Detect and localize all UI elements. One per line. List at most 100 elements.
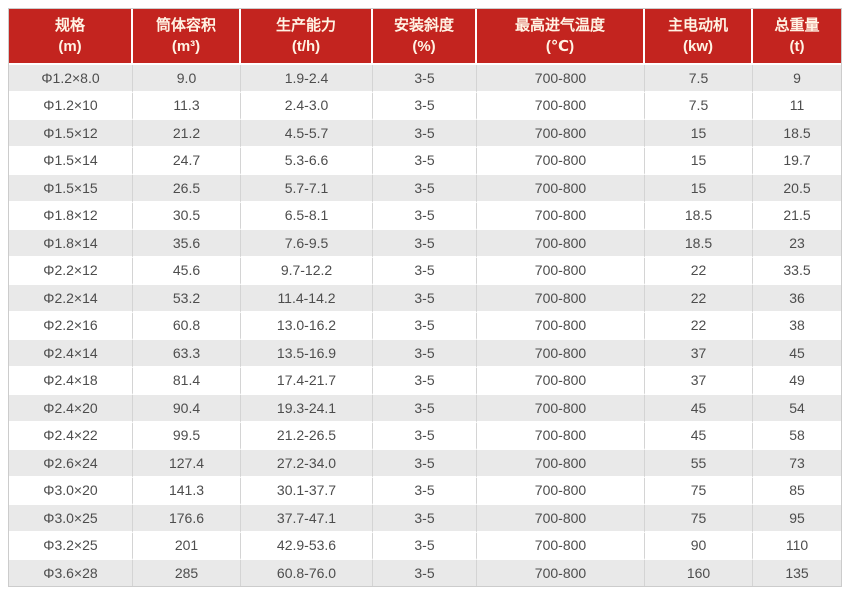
table-cell: 37 xyxy=(645,340,753,368)
table-cell: 3-5 xyxy=(373,147,477,175)
table-cell: 27.2-34.0 xyxy=(241,450,373,478)
table-cell: 36 xyxy=(753,285,841,313)
column-unit: (t) xyxy=(789,38,805,55)
table-cell: 700-800 xyxy=(477,367,645,395)
spec-model-cell: Φ2.6×24 xyxy=(9,450,133,478)
column-unit: (m) xyxy=(58,38,82,55)
table-cell: 49 xyxy=(753,367,841,395)
table-row: Φ2.4×18 81.4 17.4-21.7 3-5 700-800 37 49 xyxy=(9,367,841,395)
table-cell: 7.6-9.5 xyxy=(241,230,373,258)
table-cell: 3-5 xyxy=(373,65,477,93)
table-cell: 53.2 xyxy=(133,285,241,313)
table-row: Φ3.2×25 201 42.9-53.6 3-5 700-800 90 110 xyxy=(9,532,841,560)
table-cell: 60.8-76.0 xyxy=(241,560,373,586)
table-cell: 700-800 xyxy=(477,340,645,368)
spec-model-cell: Φ2.4×20 xyxy=(9,395,133,423)
column-title: 最高进气温度 xyxy=(514,17,605,34)
table-cell: 37.7-47.1 xyxy=(241,505,373,533)
table-cell: 45 xyxy=(645,422,753,450)
table-cell: 26.5 xyxy=(133,175,241,203)
table-cell: 55 xyxy=(645,450,753,478)
table-cell: 20.5 xyxy=(753,175,841,203)
spec-model-cell: Φ2.2×12 xyxy=(9,257,133,285)
table-cell: 3-5 xyxy=(373,340,477,368)
table-cell: 2.4-3.0 xyxy=(241,92,373,120)
table-cell: 33.5 xyxy=(753,257,841,285)
table-cell: 15 xyxy=(645,147,753,175)
table-cell: 700-800 xyxy=(477,450,645,478)
table-cell: 90.4 xyxy=(133,395,241,423)
spec-model-cell: Φ1.5×14 xyxy=(9,147,133,175)
table-row: Φ3.6×28 285 60.8-76.0 3-5 700-800 160 135 xyxy=(9,560,841,586)
table-row: Φ2.2×16 60.8 13.0-16.2 3-5 700-800 22 38 xyxy=(9,312,841,340)
table-cell: 35.6 xyxy=(133,230,241,258)
table-cell: 285 xyxy=(133,560,241,586)
spec-model-cell: Φ2.4×22 xyxy=(9,422,133,450)
header-row: 规格 (m) 筒体容积 (m³) 生产能力 (t/h) 安装斜度 (%) 最高进气温度 (℃) 主电… xyxy=(9,9,841,65)
table-cell: 75 xyxy=(645,477,753,505)
table-row: Φ2.4×20 90.4 19.3-24.1 3-5 700-800 45 54 xyxy=(9,395,841,423)
table-cell: 3-5 xyxy=(373,312,477,340)
table-cell: 1.9-2.4 xyxy=(241,65,373,93)
column-header: 最高进气温度 (℃) xyxy=(477,9,645,65)
column-unit: (℃) xyxy=(545,38,575,55)
table-row: Φ1.8×14 35.6 7.6-9.5 3-5 700-800 18.5 23 xyxy=(9,230,841,258)
table-cell: 95 xyxy=(753,505,841,533)
table-cell: 11.4-14.2 xyxy=(241,285,373,313)
table-cell: 700-800 xyxy=(477,477,645,505)
table-cell: 700-800 xyxy=(477,147,645,175)
table-cell: 141.3 xyxy=(133,477,241,505)
table-cell: 15 xyxy=(645,120,753,148)
table-cell: 3-5 xyxy=(373,560,477,586)
table-cell: 45.6 xyxy=(133,257,241,285)
table-cell: 110 xyxy=(753,532,841,560)
table-cell: 3-5 xyxy=(373,202,477,230)
table-cell: 11 xyxy=(753,92,841,120)
table-cell: 23 xyxy=(753,230,841,258)
table-cell: 85 xyxy=(753,477,841,505)
table-cell: 11.3 xyxy=(133,92,241,120)
table-cell: 73 xyxy=(753,450,841,478)
table-cell: 63.3 xyxy=(133,340,241,368)
table-cell: 17.4-21.7 xyxy=(241,367,373,395)
column-unit: (m³) xyxy=(171,38,201,55)
spec-model-cell: Φ1.2×10 xyxy=(9,92,133,120)
table-cell: 6.5-8.1 xyxy=(241,202,373,230)
table-cell: 75 xyxy=(645,505,753,533)
column-title: 主电动机 xyxy=(667,17,728,34)
table-cell: 58 xyxy=(753,422,841,450)
table-cell: 5.3-6.6 xyxy=(241,147,373,175)
table-row: Φ3.0×25 176.6 37.7-47.1 3-5 700-800 75 95 xyxy=(9,505,841,533)
spec-model-cell: Φ1.8×14 xyxy=(9,230,133,258)
table-cell: 22 xyxy=(645,257,753,285)
table-cell: 15 xyxy=(645,175,753,203)
spec-model-cell: Φ1.8×12 xyxy=(9,202,133,230)
table-cell: 700-800 xyxy=(477,395,645,423)
table-cell: 19.7 xyxy=(753,147,841,175)
table-cell: 3-5 xyxy=(373,230,477,258)
table-cell: 60.8 xyxy=(133,312,241,340)
table-cell: 45 xyxy=(753,340,841,368)
table-cell: 21.5 xyxy=(753,202,841,230)
table-cell: 3-5 xyxy=(373,477,477,505)
table-cell: 13.0-16.2 xyxy=(241,312,373,340)
table-cell: 22 xyxy=(645,285,753,313)
table-row: Φ2.4×22 99.5 21.2-26.5 3-5 700-800 45 58 xyxy=(9,422,841,450)
table-cell: 42.9-53.6 xyxy=(241,532,373,560)
table-cell: 700-800 xyxy=(477,505,645,533)
table-cell: 3-5 xyxy=(373,450,477,478)
table-row: Φ1.2×8.0 9.0 1.9-2.4 3-5 700-800 7.5 9 xyxy=(9,65,841,93)
table-cell: 700-800 xyxy=(477,422,645,450)
table-cell: 81.4 xyxy=(133,367,241,395)
table-cell: 160 xyxy=(645,560,753,586)
table-cell: 9 xyxy=(753,65,841,93)
table-row: Φ1.8×12 30.5 6.5-8.1 3-5 700-800 18.5 21.5 xyxy=(9,202,841,230)
table-cell: 3-5 xyxy=(373,367,477,395)
table-cell: 18.5 xyxy=(645,230,753,258)
table-cell: 90 xyxy=(645,532,753,560)
spec-model-cell: Φ2.4×18 xyxy=(9,367,133,395)
spec-model-cell: Φ2.2×16 xyxy=(9,312,133,340)
table-cell: 700-800 xyxy=(477,560,645,586)
table-cell: 700-800 xyxy=(477,257,645,285)
table-cell: 9.7-12.2 xyxy=(241,257,373,285)
